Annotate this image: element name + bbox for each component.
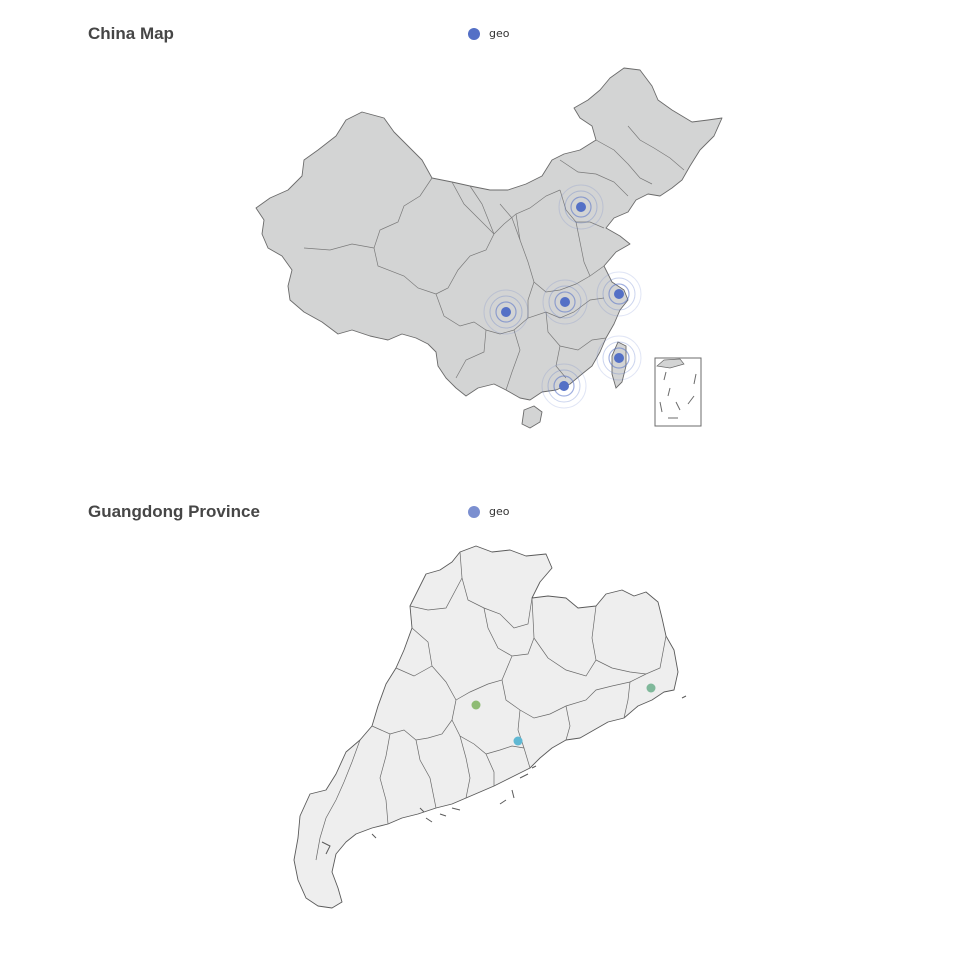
- taiwan-island[interactable]: [611, 341, 627, 389]
- shantou-point[interactable]: [646, 683, 656, 693]
- coastal-islands: [321, 695, 687, 855]
- guangdong-map-panel: Guangdong Province geo: [0, 478, 974, 956]
- legend-label: geo: [489, 505, 510, 518]
- guangdong-outline[interactable]: [293, 545, 679, 909]
- shenzhen-point[interactable]: [513, 736, 523, 746]
- legend-item-geo[interactable]: geo: [468, 505, 509, 518]
- legend-marker: [468, 27, 480, 40]
- legend-marker: [468, 505, 480, 518]
- chart-title: Guangdong Province: [88, 502, 260, 521]
- province-borders: [303, 125, 685, 391]
- prefecture-borders: [315, 551, 667, 861]
- china-map-panel: China Map geo: [0, 0, 974, 478]
- guangdong-map[interactable]: [0, 478, 974, 956]
- legend-item-geo[interactable]: geo: [468, 27, 509, 40]
- china-map[interactable]: [0, 0, 974, 478]
- guangzhou-point[interactable]: [471, 700, 481, 710]
- south-china-sea-inset: [654, 357, 702, 427]
- legend-label: geo: [489, 27, 510, 40]
- china-mainland[interactable]: [255, 67, 723, 401]
- hainan-island[interactable]: [521, 405, 543, 429]
- chart-title: China Map: [88, 24, 174, 43]
